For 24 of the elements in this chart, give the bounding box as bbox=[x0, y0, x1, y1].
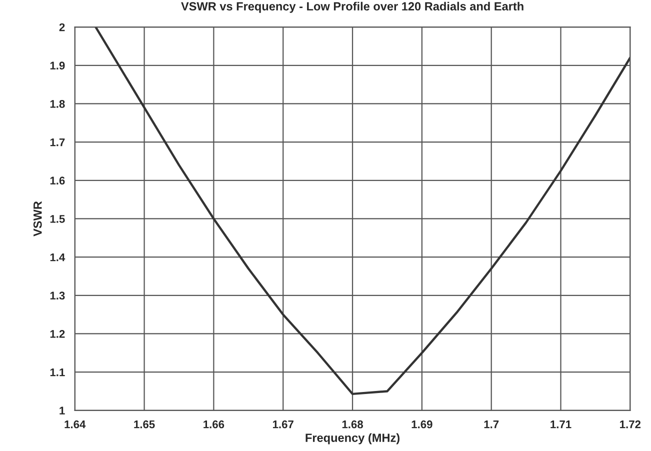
y-tick-label: 1.6 bbox=[50, 176, 65, 185]
y-tick-label: 1.2 bbox=[50, 330, 65, 338]
x-tick-label: 1.64 bbox=[64, 420, 86, 428]
chart-title: VSWR vs Frequency - Low Profile over 120 Radials and Earth bbox=[181, 2, 524, 13]
x-tick-label: 1.68 bbox=[342, 420, 363, 428]
x-tick-label: 1.72 bbox=[620, 420, 641, 428]
x-axis-title: Frequency (MHz) bbox=[306, 433, 400, 444]
y-tick-label: 1.3 bbox=[50, 292, 65, 300]
line-series bbox=[94, 27, 630, 396]
y-tick-label: 1.9 bbox=[50, 62, 65, 70]
y-axis-title: VSWR bbox=[33, 201, 42, 236]
x-tick-label: 1.67 bbox=[272, 420, 294, 428]
y-tick-label: 1.5 bbox=[50, 215, 65, 223]
x-tick-label: 1.66 bbox=[204, 420, 224, 428]
x-tick-label: 1.7 bbox=[484, 420, 499, 428]
x-tick-label: 1.71 bbox=[550, 420, 572, 428]
x-tick-label: 1.69 bbox=[412, 420, 432, 428]
y-tick-label: 1.1 bbox=[50, 368, 65, 376]
y-tick-label: 2 bbox=[59, 23, 65, 32]
y-tick-label: 1.7 bbox=[50, 138, 65, 146]
y-tick-label: 1.4 bbox=[50, 253, 66, 262]
y-tick-label: 1 bbox=[60, 406, 65, 414]
x-tick-label: 1.65 bbox=[134, 420, 155, 428]
y-tick-label: 1.8 bbox=[50, 100, 65, 108]
